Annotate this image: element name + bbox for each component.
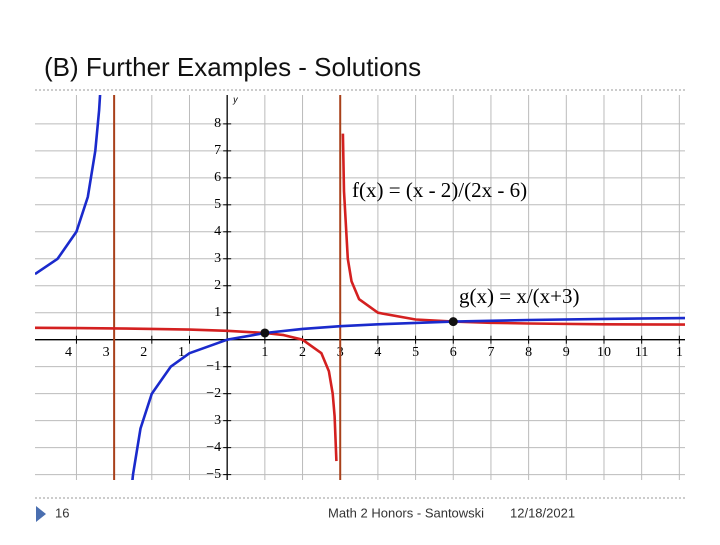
y-tick-label: −4 (206, 440, 221, 455)
y-tick-label: −5 (206, 467, 221, 482)
y-tick-label: −1 (206, 359, 221, 374)
footer-bullet (36, 506, 46, 522)
y-tick-label: 3 (214, 251, 221, 266)
y-tick-label: 1 (214, 305, 221, 320)
annotation: f(x) = (x - 2)/(2x - 6) (352, 178, 527, 202)
x-tick-label: 9 (563, 345, 570, 360)
x-tick-label: 8 (525, 345, 532, 360)
y-tick-label: 3 (214, 413, 221, 428)
y-tick-label: −2 (206, 386, 221, 401)
page-number: 16 (55, 505, 69, 520)
y-tick-label: 5 (214, 197, 221, 212)
x-tick-label: 7 (487, 345, 494, 360)
curve-f (35, 133, 685, 462)
footer-author: Math 2 Honors - Santowski (328, 505, 484, 520)
slide-title: (B) Further Examples - Solutions (44, 52, 421, 82)
curve-g (35, 95, 685, 480)
x-tick-label: 4 (65, 345, 72, 360)
x-tick-label: 1 (178, 345, 185, 360)
x-tick-label: 4 (374, 345, 381, 360)
y-tick-label: 6 (214, 170, 221, 185)
x-tick-label: 6 (450, 345, 457, 360)
y-tick-label: 8 (214, 116, 221, 131)
x-tick-label: 10 (597, 345, 611, 360)
y-axis-label: y (232, 94, 238, 104)
x-tick-label: 2 (299, 345, 306, 360)
y-tick-label: 4 (214, 224, 221, 239)
x-tick-label: 11 (635, 345, 648, 360)
x-tick-label: 2 (140, 345, 147, 360)
footer-date: 12/18/2021 (510, 505, 575, 520)
intersection-point (448, 317, 458, 327)
annotation: g(x) = x/(x+3) (459, 284, 580, 308)
y-tick-label: 2 (214, 278, 221, 293)
x-tick-label: 3 (103, 345, 110, 360)
intersection-point (260, 328, 270, 338)
y-tick-label: 7 (214, 143, 221, 158)
plot: 432112345678910111−5−43−2−112345678yf(x)… (35, 94, 685, 482)
x-tick-label: 1 (261, 345, 268, 360)
x-tick-label: 1 (676, 345, 683, 360)
x-tick-label: 5 (412, 345, 419, 360)
